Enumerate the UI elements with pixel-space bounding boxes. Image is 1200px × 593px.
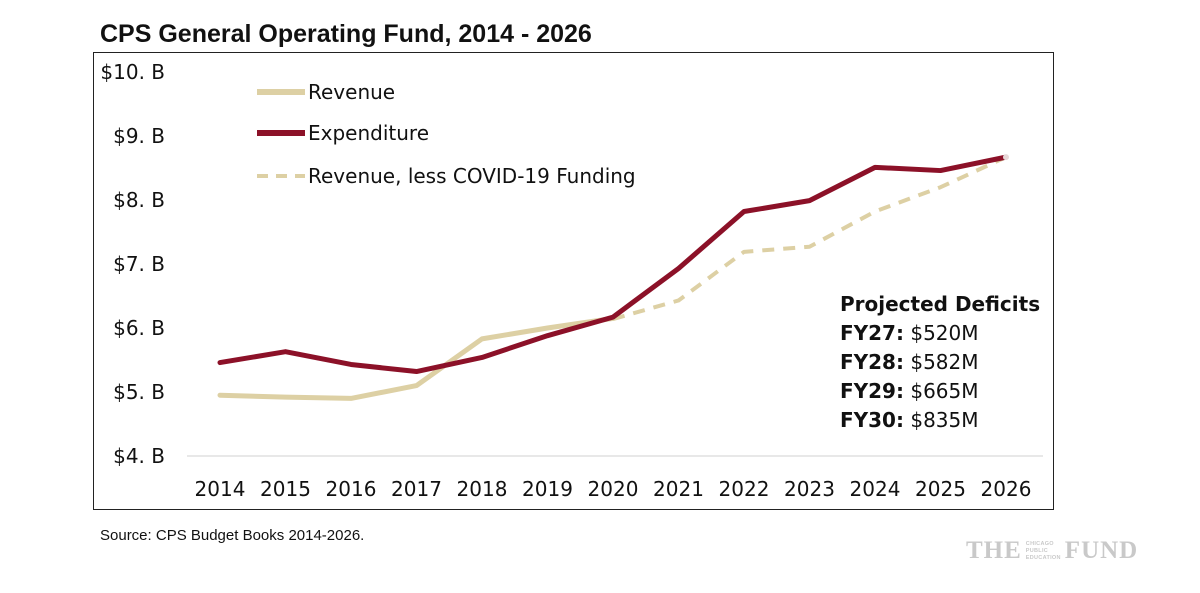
- deficit-row-fy27: FY27: $520M: [840, 319, 1040, 348]
- deficit-row-fy29: FY29: $665M: [840, 377, 1040, 406]
- y-tick-label: $8. B: [113, 188, 165, 212]
- logo-small-text: CHICAGO PUBLIC EDUCATION: [1026, 541, 1061, 562]
- x-tick-label: 2014: [195, 477, 246, 501]
- y-tick-label: $5. B: [113, 380, 165, 404]
- series-line-revenue: [217, 315, 616, 401]
- logo-fund: FUND: [1064, 537, 1139, 564]
- series-layer: [217, 154, 1009, 401]
- logo-the: THE: [966, 537, 1022, 564]
- x-tick-label: 2026: [981, 477, 1032, 501]
- fund-logo: THE CHICAGO PUBLIC EDUCATION FUND: [966, 536, 1138, 566]
- x-tick-label: 2023: [784, 477, 835, 501]
- logo-small-line: EDUCATION: [1025, 554, 1061, 561]
- x-tick-label: 2024: [850, 477, 901, 501]
- y-tick-label: $10. B: [100, 60, 165, 84]
- x-tick-label: 2021: [653, 477, 704, 501]
- deficit-label: FY27:: [840, 321, 904, 345]
- deficits-heading: Projected Deficits: [840, 292, 1041, 316]
- series-line-expenditure: [217, 154, 1009, 375]
- x-tick-label: 2025: [915, 477, 966, 501]
- axes: $10. B $9. B $8. B $7. B $6. B $5. B $4. B 2014…: [100, 60, 1043, 501]
- legend-label: Revenue, less COVID-19 Funding: [308, 164, 636, 188]
- x-tick-label: 2022: [719, 477, 770, 501]
- logo-small-line: CHICAGO: [1025, 540, 1054, 547]
- deficit-value: $665M: [910, 379, 979, 403]
- projected-deficits: Projected Deficits FY27: $520M FY28: $58…: [840, 290, 1040, 435]
- y-tick-label: $4. B: [113, 444, 165, 468]
- deficit-value: $520M: [910, 321, 979, 345]
- legend: Revenue Expenditure Revenue, less COVID-19…: [257, 80, 636, 188]
- deficit-label: FY29:: [840, 379, 904, 403]
- deficit-value: $582M: [910, 350, 979, 374]
- deficit-value: $835M: [910, 408, 979, 432]
- logo-small-line: PUBLIC: [1025, 547, 1049, 554]
- x-tick-label: 2019: [522, 477, 573, 501]
- chart-title: CPS General Operating Fund, 2014 - 2026: [100, 20, 592, 48]
- deficit-label: FY28:: [840, 350, 904, 374]
- series-line-revenue-less-covid-19-funding: [612, 155, 1007, 321]
- y-tick-label: $6. B: [113, 316, 165, 340]
- deficit-row-fy30: FY30: $835M: [840, 406, 1040, 435]
- end-point-marker: [1003, 154, 1009, 161]
- x-tick-label: 2015: [260, 477, 311, 501]
- chart-frame: [93, 52, 1054, 510]
- y-tick-label: $9. B: [113, 124, 165, 148]
- x-tick-label: 2016: [326, 477, 377, 501]
- x-tick-label: 2018: [457, 477, 508, 501]
- x-tick-label: 2017: [391, 477, 442, 501]
- deficit-row-fy28: FY28: $582M: [840, 348, 1040, 377]
- deficit-label: FY30:: [840, 408, 904, 432]
- legend-label: Revenue: [308, 80, 395, 104]
- legend-label: Expenditure: [308, 121, 429, 145]
- source-note: Source: CPS Budget Books 2014-2026.: [100, 527, 365, 544]
- x-tick-label: 2020: [588, 477, 639, 501]
- y-tick-label: $7. B: [113, 252, 165, 276]
